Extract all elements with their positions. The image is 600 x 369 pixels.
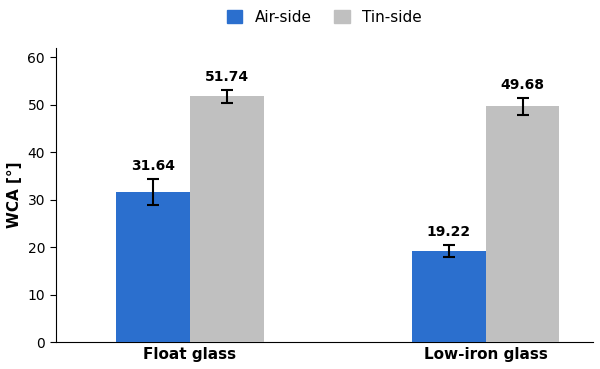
Bar: [412, 251, 485, 342]
Legend: Air-side, Tin-side: Air-side, Tin-side: [223, 5, 426, 29]
Text: 31.64: 31.64: [131, 159, 175, 173]
Y-axis label: WCA [°]: WCA [°]: [7, 162, 22, 228]
Text: 19.22: 19.22: [427, 225, 470, 239]
Text: 51.74: 51.74: [205, 70, 249, 85]
Text: 49.68: 49.68: [500, 78, 545, 92]
Bar: [485, 106, 559, 342]
Bar: [190, 96, 264, 342]
Bar: [116, 192, 190, 342]
